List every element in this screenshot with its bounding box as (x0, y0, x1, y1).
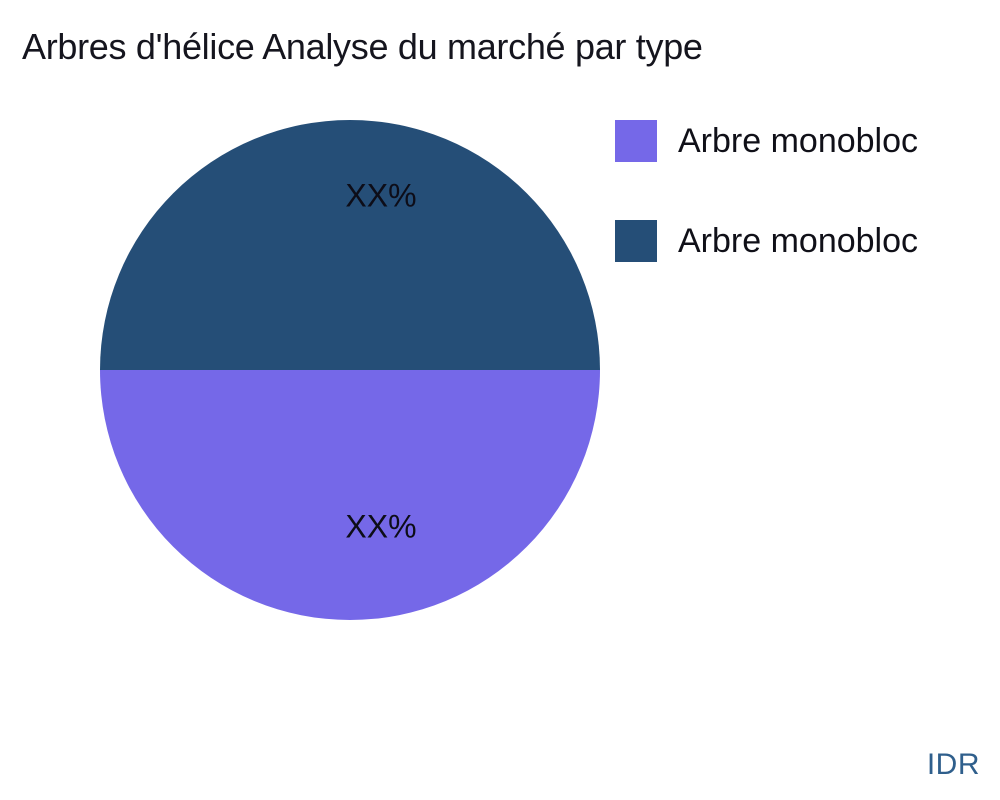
pie-chart (100, 120, 600, 620)
pie-slice-bottom (100, 370, 600, 620)
footer-brand: IDR (926, 748, 980, 781)
legend-item-1: Arbre monobloc (615, 120, 918, 162)
pie-slice-label-top: XX% (345, 177, 417, 214)
pie-slice-label-bottom: XX% (345, 508, 417, 545)
legend-item-2: Arbre monobloc (615, 220, 918, 262)
legend-label-2: Arbre monobloc (678, 221, 919, 260)
legend-swatch-purple (615, 120, 657, 162)
legend-label-1: Arbre monobloc (678, 121, 919, 160)
pie-slice-top (100, 120, 600, 370)
legend-swatch-navy (615, 220, 657, 262)
chart-title: Arbres d'hélice Analyse du marché par ty… (22, 26, 703, 67)
legend: Arbre monobloc Arbre monobloc (615, 120, 918, 262)
